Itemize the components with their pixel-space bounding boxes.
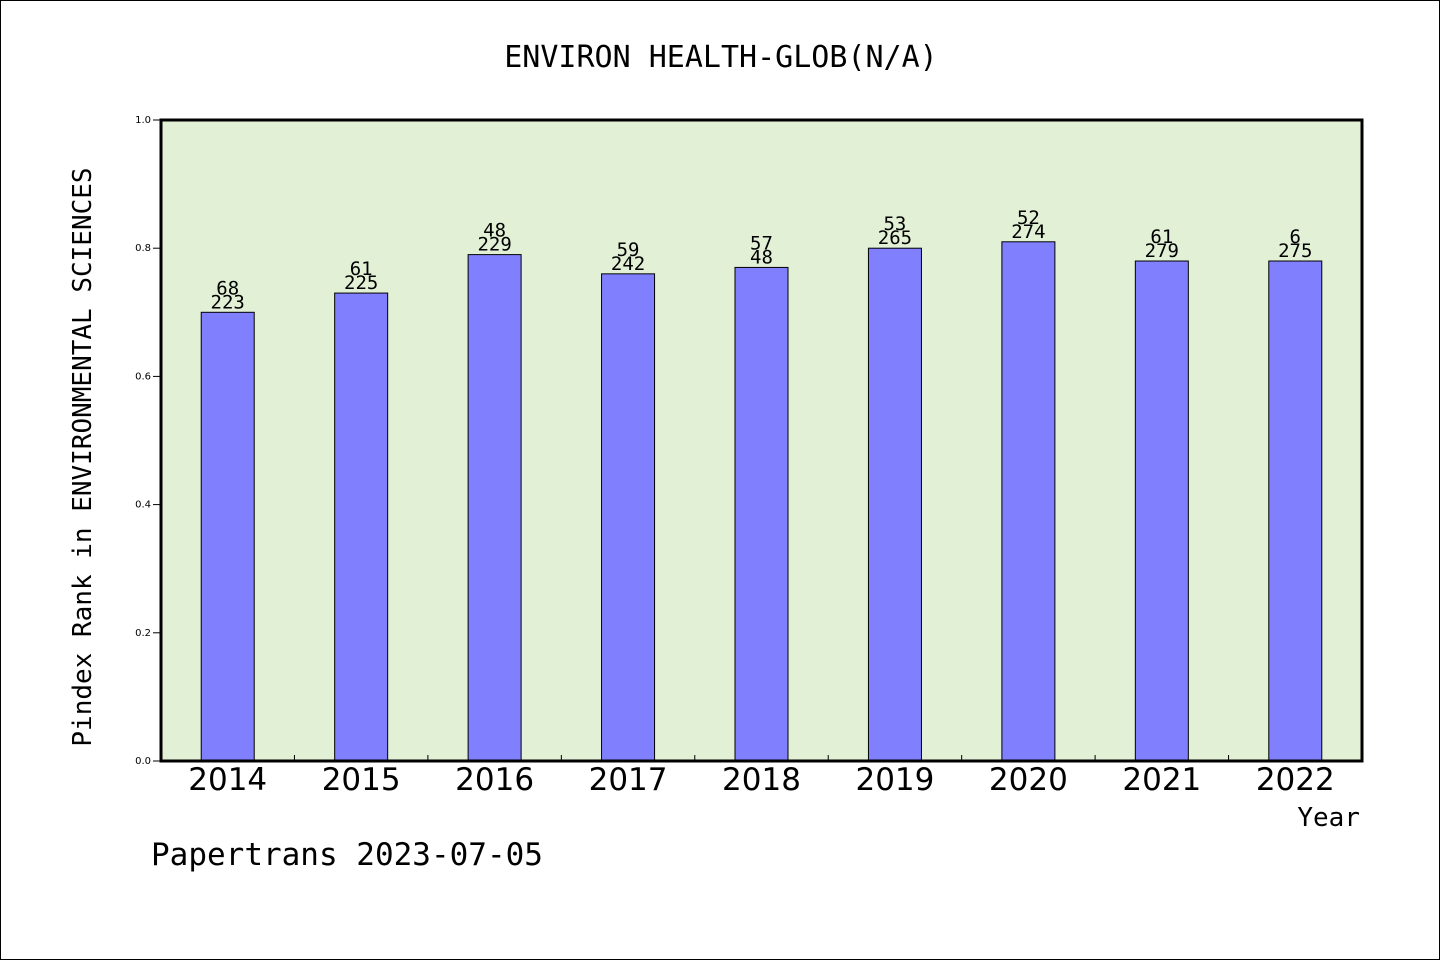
bar-2022 xyxy=(1268,260,1323,762)
bar-label-top: 68 xyxy=(216,277,239,299)
x-tick-label: 2014 xyxy=(188,762,267,798)
bar-label-bottom: 223 xyxy=(211,291,245,313)
x-tick-label: 2018 xyxy=(722,762,801,798)
bar-label-top: 59 xyxy=(617,239,640,261)
bar-2014 xyxy=(200,311,255,762)
bar-label-top: 61 xyxy=(1150,226,1173,248)
y-axis-label: Pindex Rank in ENVIRONMENTAL SCIENCES xyxy=(68,167,98,746)
bar-label-top: 52 xyxy=(1017,207,1040,229)
y-tick-label: 1.0 xyxy=(135,115,151,126)
bar-label-top: 61 xyxy=(350,258,373,280)
x-tick-label: 2016 xyxy=(455,762,534,798)
y-tick-label: 0.0 xyxy=(135,756,151,767)
x-tick-label: 2019 xyxy=(855,762,934,798)
bar-label-top: 53 xyxy=(883,213,906,235)
bar-label-top: 48 xyxy=(483,220,506,242)
bar-2021 xyxy=(1134,260,1189,762)
bar-2019 xyxy=(867,247,922,762)
plot-border xyxy=(159,118,1364,763)
x-axis-label: Year xyxy=(1297,803,1360,833)
bar-label-bottom: 279 xyxy=(1145,240,1179,262)
bar-label-bottom: 274 xyxy=(1011,221,1045,243)
x-tick-label: 2021 xyxy=(1122,762,1201,798)
bar-label-bottom: 48 xyxy=(750,246,773,268)
y-tick-label: 0.2 xyxy=(135,628,151,639)
bar-label-bottom: 265 xyxy=(878,227,912,249)
bar-label-bottom: 242 xyxy=(611,253,645,275)
chart-title: ENVIRON HEALTH-GLOB(N/A) xyxy=(504,40,937,75)
bar-label-bottom: 275 xyxy=(1278,240,1312,262)
bar-2018 xyxy=(734,266,789,762)
bar-2017 xyxy=(601,273,656,762)
x-tick-label: 2020 xyxy=(989,762,1068,798)
bar-2015 xyxy=(334,292,389,762)
bar-2016 xyxy=(467,254,522,762)
bar-label-bottom: 225 xyxy=(344,272,378,294)
bar-2020 xyxy=(1001,241,1056,762)
y-axis-ticks: 0.0 0.2 0.4 0.6 0.8 1.0 xyxy=(135,115,161,767)
footer-credit: Papertrans 2023-07-05 xyxy=(151,837,543,873)
bar-label-top: 57 xyxy=(750,232,773,254)
x-tick-label: 2015 xyxy=(322,762,401,798)
y-tick-label: 0.8 xyxy=(135,243,151,254)
bar-label-top: 6 xyxy=(1290,226,1301,248)
y-tick-label: 0.4 xyxy=(135,500,151,511)
bar-label-bottom: 229 xyxy=(477,234,511,256)
x-tick-label: 2022 xyxy=(1256,762,1335,798)
x-tick-label: 2017 xyxy=(589,762,668,798)
x-axis-ticks: 2014 2015 2016 2017 2018 2019 2020 2021 2022 xyxy=(188,755,1335,798)
y-tick-label: 0.6 xyxy=(135,371,151,382)
